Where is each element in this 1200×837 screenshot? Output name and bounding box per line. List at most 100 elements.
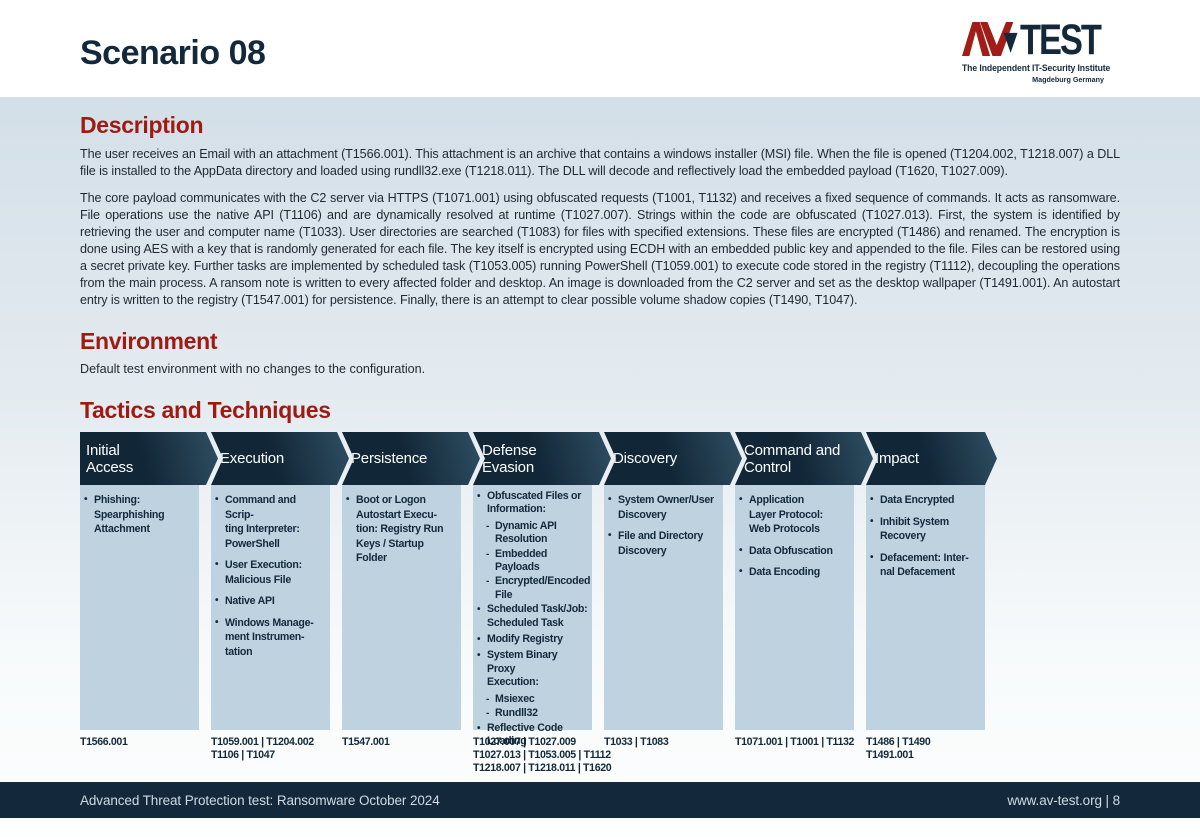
bullet-icon: • [608,494,612,505]
technique-item: - Msiexec [473,693,588,706]
matrix-column-7: Impact • Data Encrypted • Inhibit System Rec… [866,432,985,774]
matrix-header-tactic: Impact [866,432,997,485]
bullet-icon: • [870,494,874,505]
description-paragraph-1: The user receives an Email with an attac… [80,147,1120,178]
technique-item: • User Execution: Malicious File [211,558,326,587]
bullet-icon: • [870,551,874,563]
technique-ids: T1547.001 [342,736,390,748]
bullet-icon: • [739,544,743,556]
technique-item-label: Obfuscated Files or Information: [487,490,582,516]
technique-item-label: Rundll32 [495,707,538,720]
technique-item-label: Data Obfuscation [749,544,833,557]
dash-icon: - [486,693,490,705]
bullet-icon: • [215,616,219,628]
technique-cell: • Application Layer Protocol: Web Protoco… [735,485,854,730]
technique-item-label: System Binary Proxy Execution: [487,649,558,689]
tactic-label: Impact [875,450,919,467]
technique-item: • System Owner/User Discovery [604,493,719,522]
bullet-icon: • [739,566,743,577]
technique-item: • Defacement: Inter- nal Defacement [866,551,981,580]
tactic-label: Discovery [613,450,678,467]
tactics-matrix: Initial Access • Phishing: Spearphishing A… [80,432,985,774]
technique-item-label: File and Directory Discovery [618,530,703,557]
matrix-column-1: Initial Access • Phishing: Spearphishing A… [80,432,199,774]
technique-item: • Boot or Logon Autostart Execu- tion: Re… [342,493,457,566]
footer-site-and-page: www.av-test.org | 8 [1007,792,1120,808]
technique-item-label: System Owner/User Discovery [618,494,714,521]
technique-ids: T1033 | T1083 [604,736,669,748]
dash-icon: - [486,708,490,720]
technique-item-label: Windows Manage- ment Instrumen- tation [225,616,314,658]
avtest-logo: TEST The Independent IT-Security Institu… [962,16,1120,84]
matrix-header-tactic: Discovery [604,432,742,485]
technique-cell: • Boot or Logon Autostart Execu- tion: Re… [342,485,461,730]
header-band: Scenario 08 TEST The Independent IT-Secu… [0,0,1200,97]
technique-item-label: Native API [225,595,275,607]
technique-ids: T1059.001 | T1204.002 T1106 | T1047 [211,736,314,761]
technique-item: • Data Obfuscation [735,544,850,559]
matrix-header-tactic: Initial Access [80,432,218,485]
technique-item: - Rundll32 [473,707,588,720]
technique-item: • Scheduled Task/Job: Scheduled Task [473,603,588,630]
content-area: Description The user receives an Email w… [0,97,1200,837]
technique-item: • System Binary Proxy Execution: [473,649,588,689]
technique-item: • Data Encrypted [866,493,981,508]
technique-ids: T1486 | T1490 T1491.001 [866,736,931,761]
description-heading: Description [80,112,204,138]
technique-ids: T1566.001 [80,736,128,748]
technique-item: • Reflective Code Loading [473,722,588,749]
technique-item-label: Phishing: Spearphishing Attachment [94,494,165,535]
technique-item-label: Reflective Code Loading [487,721,563,747]
section-description: Description The user receives an Email w… [80,97,1120,309]
page-title: Scenario 08 [80,34,266,72]
footer-bar: Advanced Threat Protection test: Ransomw… [0,782,1200,818]
technique-item-label: Dynamic API Resolution [495,519,557,546]
technique-item-label: Defacement: Inter- nal Defacement [880,551,969,579]
technique-item-label: Application Layer Protocol: Web Protocol… [749,494,823,535]
bullet-icon: • [739,494,743,505]
technique-item: • Native API [211,594,326,609]
bullet-icon: • [477,634,481,646]
technique-item: • Data Encoding [735,565,850,580]
technique-item: • File and Directory Discovery [604,529,719,558]
technique-item: • Windows Manage- ment Instrumen- tation [211,616,326,660]
tactics-heading: Tactics and Techniques [80,397,331,423]
matrix-header-tactic: Defense Evasion [473,432,611,485]
technique-item-label: Embedded Payloads [495,547,548,574]
section-tactics: Tactics and Techniques Initial Access • Ph… [80,397,1120,774]
technique-cell: • Phishing: Spearphishing Attachment [80,485,199,730]
matrix-header-tactic: Command and Control [735,432,873,485]
footer-report-title: Advanced Threat Protection test: Ransomw… [80,792,440,808]
content-inner: Description The user receives an Email w… [80,97,1120,774]
bullet-icon: • [215,559,219,570]
environment-heading: Environment [80,328,218,354]
technique-item-label: Data Encoding [749,566,820,578]
technique-item: • Inhibit System Recovery [866,515,981,544]
environment-text: Default test environment with no changes… [80,362,426,376]
technique-cell: • System Owner/User Discovery • File and Di… [604,485,723,730]
dash-icon: - [486,520,490,532]
matrix-header-tactic: Persistence [342,432,480,485]
bullet-icon: • [870,515,874,527]
technique-item: • Obfuscated Files or Information: [473,490,588,517]
technique-ids: T1027.007 | T1027.009 T1027.013 | T1053.… [473,736,612,774]
bullet-icon: • [346,494,350,505]
technique-item-label: User Execution: Malicious File [225,559,302,586]
matrix-column-2: Execution • Command and Scrip- ting Interp… [211,432,330,774]
dash-icon: - [486,576,490,588]
tactic-label: Defense Evasion [482,441,537,476]
matrix-column-3: Persistence • Boot or Logon Autostart Exec… [342,432,461,774]
tactic-label: Command and Control [744,441,841,476]
technique-item: • Modify Registry [473,633,588,646]
description-paragraph-2: The core payload communicates with the C… [80,191,1120,307]
logo-tagline: The Independent IT-Security Institute [962,62,1111,74]
section-environment: Environment Default test environment wit… [80,328,1120,378]
matrix-column-5: Discovery • System Owner/User Discovery • Fi… [604,432,723,774]
technique-item: • Application Layer Protocol: Web Protoco… [735,493,850,537]
avtest-wordmark: TEST [1020,15,1102,64]
logo-location: Magdeburg Germany [1032,74,1104,84]
technique-item: • Command and Scrip- ting Interpreter: Po… [211,493,326,551]
tactic-label: Persistence [351,450,428,467]
dash-icon: - [486,548,490,560]
